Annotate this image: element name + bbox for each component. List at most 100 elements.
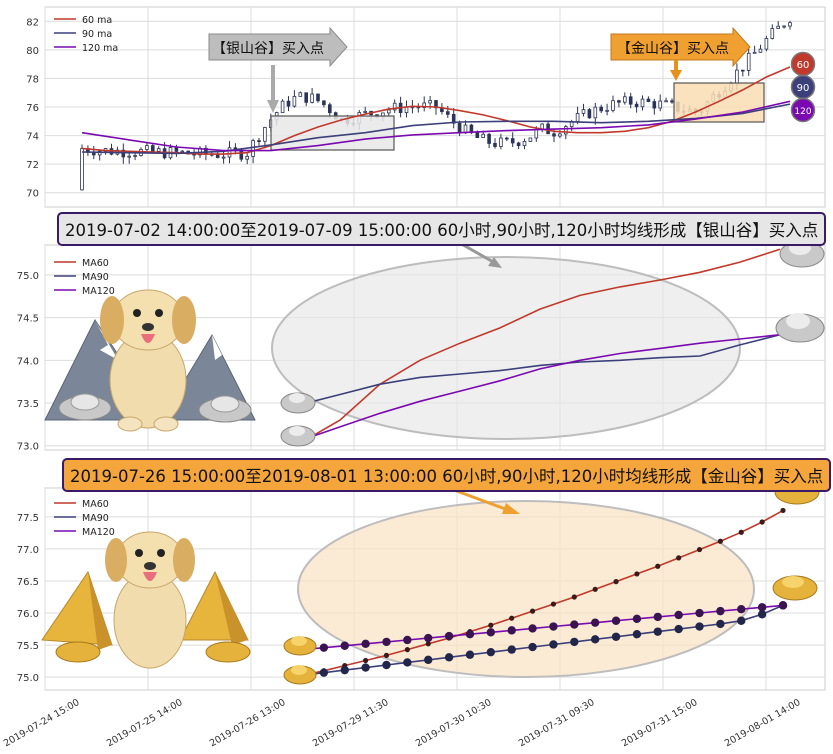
bottom-point-MA90 [382, 660, 391, 670]
candle-body [263, 127, 267, 142]
bottom-point-MA60 [780, 507, 786, 514]
bottom-point-MA120 [653, 612, 662, 622]
candle-body [552, 133, 556, 137]
bottom-point-MA90 [507, 645, 516, 654]
candle-body [528, 137, 533, 142]
bottom-x-tick-2: 2019-07-26 13:00 [208, 697, 288, 749]
top-y-tick-1: 72 [26, 160, 39, 171]
badge-60: 60 [797, 60, 810, 71]
candle-body [599, 106, 603, 112]
candle-body [481, 133, 485, 138]
candle-body [593, 106, 598, 119]
bottom-y-tick-5: 77.5 [17, 513, 39, 524]
bottom-x-tick-5: 2019-07-31 09:30 [517, 697, 597, 749]
candle-body [670, 100, 674, 103]
candle-body [316, 93, 320, 102]
badge-90: 90 [797, 83, 810, 94]
top-panel: 70 72 74 76 78 80 82 【银山谷】买入点 【金山谷】买入点 60 ma 9… [26, 6, 826, 208]
bottom-point-MA60 [383, 652, 390, 658]
silver-valley-box [270, 115, 395, 151]
bottom-point-MA60 [363, 657, 369, 664]
gold-ingot-icons [283, 479, 820, 685]
bottom-point-MA90 [486, 647, 496, 657]
candle-body [764, 38, 769, 50]
candle-body [504, 137, 509, 140]
bottom-legend: MA60 MA90 MA120 [54, 499, 115, 538]
middle-legend-ma60: MA60 [82, 258, 109, 269]
bottom-x-tick-0: 2019-07-24 15:00 [2, 697, 82, 749]
bottom-x-tick-labels: 2019-07-24 15:00 2019-07-25 14:00 2019-07-… [2, 697, 803, 749]
candle-body [150, 145, 155, 152]
gold-label-arrow: 【金山谷】买入点 [610, 26, 751, 81]
bottom-x-tick-4: 2019-07-30 10:30 [414, 697, 494, 749]
candle-body [664, 100, 668, 103]
bottom-point-MA60 [488, 622, 494, 628]
bottom-point-MA120 [611, 616, 621, 625]
middle-y-tick-1: 73.5 [17, 399, 39, 410]
top-line-90ma [81, 103, 791, 155]
top-legend: 60 ma 90 ma 120 ma [54, 15, 118, 54]
bottom-point-MA60 [696, 546, 703, 553]
gold-valley-title: 2019-07-26 15:00:00至2019-08-01 13:00:00 … [62, 458, 832, 492]
middle-y-tick-3: 74.5 [17, 314, 39, 325]
bottom-point-MA90 [611, 632, 621, 641]
candle-body [280, 100, 285, 113]
candle-body [487, 133, 491, 144]
ma-badges: 60 90 120 [790, 51, 816, 123]
bottom-point-MA90 [674, 624, 683, 634]
bottom-y-tick-3: 76.5 [17, 577, 39, 588]
bottom-panel: 75.0 75.5 76.0 76.5 77.0 77.5 2019-07-24 15:0… [2, 479, 826, 749]
bottom-point-MA120 [778, 601, 788, 610]
bottom-point-MA60 [634, 571, 640, 577]
candle-body [221, 156, 226, 159]
bottom-point-MA60 [738, 529, 744, 535]
candle-body [646, 98, 651, 102]
middle-legend-ma120: MA120 [82, 286, 115, 297]
bottom-point-MA120 [695, 608, 704, 618]
bottom-legend-ma90: MA90 [82, 513, 109, 524]
bottom-point-MA120 [340, 641, 349, 650]
bottom-point-MA120 [757, 603, 767, 612]
bottom-point-MA60 [655, 563, 661, 569]
bottom-point-MA120 [528, 624, 537, 633]
candle-body [310, 93, 314, 103]
candle-body [298, 92, 303, 97]
candle-body [770, 28, 775, 39]
bottom-point-MA120 [737, 605, 746, 614]
candle-body [239, 149, 244, 160]
top-y-tick-0: 70 [26, 189, 39, 200]
bottom-point-MA90 [737, 616, 746, 625]
bottom-x-tick-6: 2019-07-31 15:00 [620, 697, 700, 749]
candle-body [121, 149, 126, 158]
middle-y-tick-labels: 73.0 73.5 74.0 74.5 75.0 [17, 271, 39, 453]
candle-body [628, 96, 633, 105]
candle-body [80, 148, 84, 191]
candle-body [327, 104, 332, 114]
candle-body [516, 142, 521, 147]
bottom-point-MA120 [716, 606, 725, 616]
bottom-point-MA120 [632, 614, 642, 624]
bottom-legend-ma120: MA120 [82, 527, 115, 538]
candle-body [445, 111, 450, 115]
candle-body [735, 69, 739, 85]
candle-body [245, 155, 250, 160]
bottom-point-MA90 [340, 665, 349, 675]
middle-y-tick-2: 74.0 [17, 356, 39, 367]
top-y-tick-5: 80 [26, 46, 39, 57]
bottom-line-MA60 [302, 509, 784, 677]
top-y-tick-labels: 70 72 74 76 78 80 82 [26, 17, 39, 199]
bottom-x-tick-3: 2019-07-29 11:30 [311, 697, 391, 749]
bottom-y-tick-2: 76.0 [17, 609, 39, 620]
candle-body [304, 92, 308, 103]
candle-body [746, 52, 751, 71]
dog-gold-illustration [41, 531, 251, 669]
top-y-tick-4: 78 [26, 74, 39, 85]
top-y-tick-3: 76 [26, 103, 39, 114]
candle-body [322, 100, 326, 106]
badge-120: 120 [794, 107, 811, 117]
bottom-point-MA60 [676, 555, 682, 561]
bottom-point-MA120 [361, 639, 370, 649]
silver-valley-title: 2019-07-02 14:00:00至2019-07-09 15:00:00 … [57, 212, 827, 246]
bottom-point-MA60 [613, 579, 619, 585]
